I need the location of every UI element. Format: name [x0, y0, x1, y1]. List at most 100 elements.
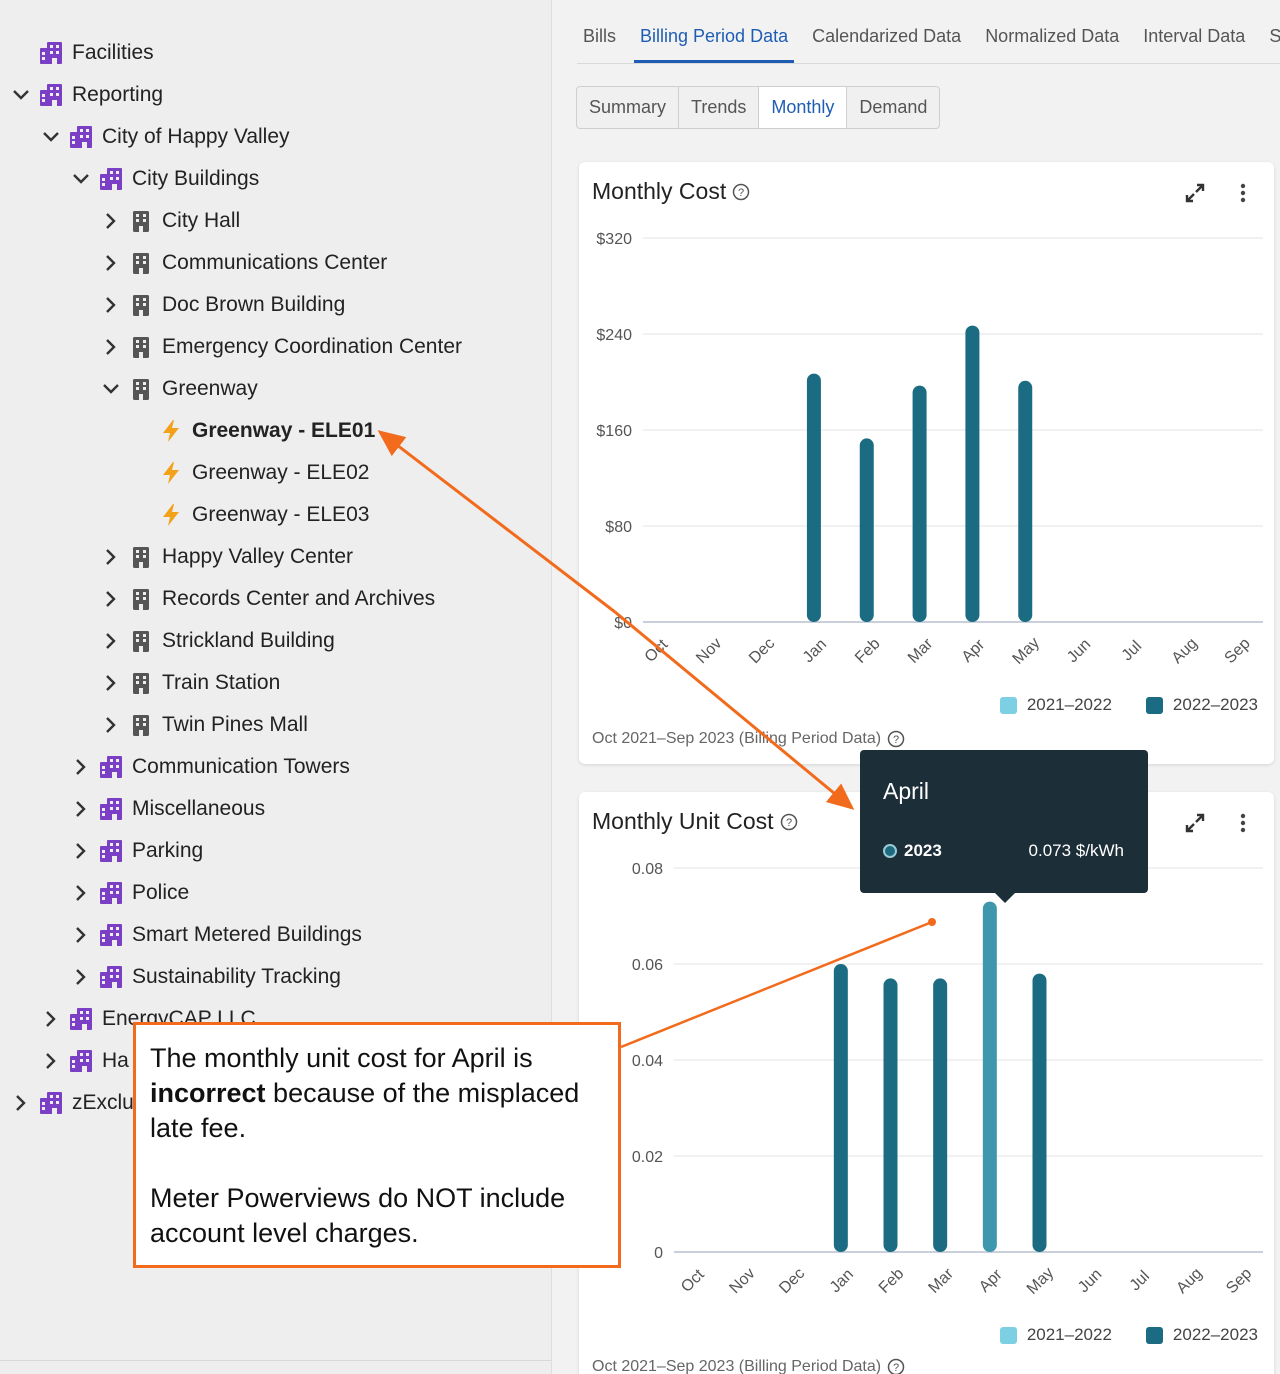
- y-tick-label: 0: [654, 1245, 663, 1262]
- tree-item[interactable]: Records Center and Archives: [96, 579, 435, 619]
- help-icon[interactable]: ?: [732, 183, 750, 201]
- x-tick-label: Dec: [776, 1265, 808, 1297]
- tab-normalized-data[interactable]: Normalized Data: [985, 26, 1120, 46]
- tree-item[interactable]: Parking: [66, 831, 203, 871]
- subtab-monthly[interactable]: Monthly: [759, 87, 848, 128]
- expand-icon[interactable]: [1182, 810, 1208, 836]
- tree-item[interactable]: Greenway - ELE03: [126, 495, 369, 535]
- chevron-right-icon[interactable]: [96, 584, 126, 614]
- building-icon: [126, 542, 156, 572]
- building-group-icon: [96, 836, 126, 866]
- help-icon[interactable]: ?: [887, 730, 905, 748]
- subtab-trends[interactable]: Trends: [679, 87, 760, 128]
- more-vertical-icon[interactable]: [1230, 180, 1256, 206]
- chevron-right-icon[interactable]: [96, 626, 126, 656]
- tree-item[interactable]: Police: [66, 873, 189, 913]
- chevron-right-icon[interactable]: [66, 962, 96, 992]
- chevron-right-icon[interactable]: [66, 752, 96, 782]
- chevron-right-icon[interactable]: [96, 248, 126, 278]
- tree-item-label: Greenway - ELE02: [192, 461, 370, 484]
- chevron-down-icon[interactable]: [6, 80, 36, 110]
- tree-item[interactable]: Sustainability Tracking: [66, 957, 341, 997]
- building-icon: [126, 374, 156, 404]
- building-icon: [126, 248, 156, 278]
- help-icon[interactable]: ?: [887, 1358, 905, 1374]
- tree-item[interactable]: zExclu: [6, 1083, 134, 1123]
- tree-item[interactable]: Facilities: [6, 33, 154, 73]
- chevron-right-icon[interactable]: [66, 920, 96, 950]
- chevron-right-icon[interactable]: [96, 206, 126, 236]
- tab-billing-period-data[interactable]: Billing Period Data: [634, 14, 795, 63]
- tree-item-label: Reporting: [72, 83, 164, 106]
- tree-item[interactable]: Emergency Coordination Center: [96, 327, 462, 367]
- chevron-down-icon[interactable]: [96, 374, 126, 404]
- chevron-right-icon[interactable]: [96, 542, 126, 572]
- tree-item[interactable]: City Hall: [96, 201, 240, 241]
- chevron-right-icon[interactable]: [6, 1088, 36, 1118]
- chevron-right-icon[interactable]: [36, 1004, 66, 1034]
- chevron-down-icon[interactable]: [66, 164, 96, 194]
- bar-apr: [965, 325, 980, 622]
- tree-item[interactable]: Communications Center: [96, 243, 387, 283]
- chart-legend: 2021–2022 2022–2023: [999, 695, 1258, 715]
- building-group-icon: [66, 122, 96, 152]
- tree-item[interactable]: Smart Metered Buildings: [66, 915, 362, 955]
- tree-item[interactable]: Happy Valley Center: [96, 537, 353, 577]
- building-group-icon: [66, 1004, 96, 1034]
- tree-item[interactable]: Ha: [36, 1041, 129, 1081]
- chart-tooltip: April 2023 0.073 $/kWh: [860, 750, 1148, 903]
- tree-item-label: City Buildings: [132, 167, 260, 190]
- tab-interval-data[interactable]: Interval Data: [1143, 26, 1246, 46]
- tree-item[interactable]: Greenway - ELE02: [126, 453, 369, 493]
- tree-item[interactable]: Twin Pines Mall: [96, 705, 308, 745]
- chevron-right-icon[interactable]: [66, 836, 96, 866]
- x-tick-label: Nov: [726, 1265, 758, 1297]
- bar-apr: [982, 901, 997, 1252]
- x-tick-label: Aug: [1173, 1265, 1205, 1297]
- chevron-right-icon[interactable]: [96, 668, 126, 698]
- tab-s[interactable]: S: [1263, 14, 1280, 63]
- tree-item[interactable]: Doc Brown Building: [96, 285, 345, 325]
- building-group-icon: [36, 38, 66, 68]
- tab-calendarized-data[interactable]: Calendarized Data: [812, 26, 962, 46]
- chevron-right-icon[interactable]: [96, 710, 126, 740]
- tree-item[interactable]: Strickland Building: [96, 621, 335, 661]
- expand-icon[interactable]: [1182, 180, 1208, 206]
- x-tick-label: Jan: [827, 1266, 857, 1296]
- bar-jan: [833, 964, 848, 1252]
- tree-item-label: Strickland Building: [162, 629, 335, 652]
- tree-item[interactable]: Greenway: [96, 369, 258, 409]
- legend-item-2021-2022[interactable]: 2021–2022: [999, 695, 1112, 715]
- chevron-right-icon[interactable]: [96, 290, 126, 320]
- tree-item[interactable]: Communication Towers: [66, 747, 350, 787]
- chevron-right-icon[interactable]: [66, 878, 96, 908]
- y-tick-label: 0.02: [632, 1149, 663, 1166]
- subtab-summary[interactable]: Summary: [577, 87, 680, 128]
- tree-item[interactable]: Greenway - ELE01: [126, 411, 375, 451]
- more-vertical-icon[interactable]: [1230, 810, 1256, 836]
- tree-item-label: Smart Metered Buildings: [132, 923, 362, 946]
- legend-item-2021-2022[interactable]: 2021–2022: [999, 1325, 1112, 1345]
- chevron-right-icon[interactable]: [66, 794, 96, 824]
- tree-item[interactable]: City Buildings: [66, 159, 259, 199]
- tab-bills[interactable]: Bills: [583, 26, 617, 46]
- tree-item[interactable]: Miscellaneous: [66, 789, 265, 829]
- chevron-right-icon[interactable]: [96, 332, 126, 362]
- building-group-icon: [96, 752, 126, 782]
- tree-item[interactable]: Reporting: [6, 75, 163, 115]
- callout-paragraph-2: Meter Powerviews do NOT include account …: [150, 1183, 566, 1248]
- chevron-right-icon[interactable]: [36, 1046, 66, 1076]
- x-tick-label: Aug: [1169, 635, 1201, 667]
- chevron-down-icon[interactable]: [36, 122, 66, 152]
- legend-item-2022-2023[interactable]: 2022–2023: [1145, 1325, 1258, 1345]
- bar-may: [1032, 973, 1047, 1252]
- tree-item[interactable]: City of Happy Valley: [36, 117, 290, 157]
- building-group-icon: [66, 1046, 96, 1076]
- building-group-icon: [96, 878, 126, 908]
- legend-item-2022-2023[interactable]: 2022–2023: [1145, 695, 1258, 715]
- help-icon[interactable]: ?: [780, 813, 798, 831]
- y-tick-label: 0.04: [632, 1053, 663, 1070]
- subtab-demand[interactable]: Demand: [859, 97, 928, 117]
- tree-item[interactable]: Train Station: [96, 663, 280, 703]
- building-group-icon: [96, 794, 126, 824]
